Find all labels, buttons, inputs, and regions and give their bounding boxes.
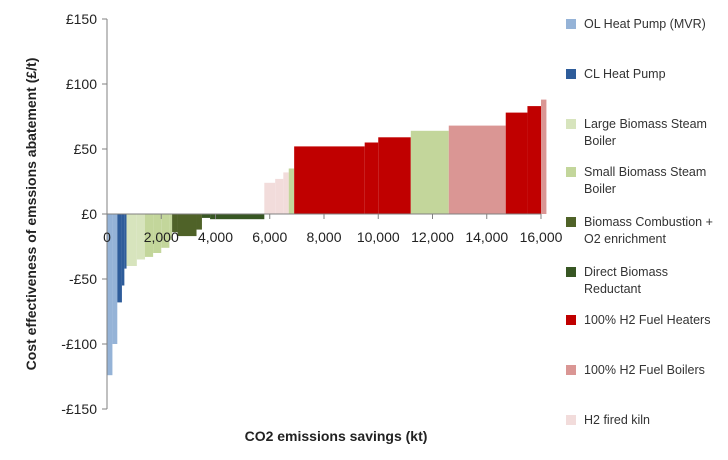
y-tick-label: £0 [81,206,97,222]
chart-bar [153,214,162,253]
y-tick-label: -£100 [61,336,97,352]
chart-bar [161,214,170,248]
legend-swatch [566,267,576,277]
y-tick-label: £100 [66,76,97,92]
x-tick-label: 2,000 [144,229,179,245]
chart-bar [448,125,506,214]
chart-bar [294,146,365,214]
chart-bar [378,137,411,214]
x-tick-label: 6,000 [252,229,287,245]
legend-swatch [566,315,576,325]
legend-label: Small Biomass Steam Boiler [584,165,707,196]
legend-label: Direct Biomass Reductant [584,265,669,296]
chart-bar [172,214,178,233]
x-tick-label: 8,000 [306,229,341,245]
chart-bar [210,214,265,220]
legend-label: 100% H2 Fuel Boilers [584,363,705,377]
legend-label: H2 fired kiln [584,413,650,427]
chart-bar [107,214,113,376]
chart-bar [364,142,379,214]
chart-bar [177,214,197,237]
legend-swatch [566,119,576,129]
chart-bar [505,112,528,214]
chart-bar [527,106,541,214]
y-axis-title: Cost effectiveness of emssions abatement… [23,58,39,371]
chart-bar [112,214,118,344]
y-tick-label: -£150 [61,401,97,417]
legend-label: Biomass Combustion + O2 enrichment [584,215,713,246]
chart-bar [264,182,276,214]
chart-bar [275,178,284,214]
y-tick-label: £150 [66,11,97,27]
legend-label: Large Biomass Steam Boiler [584,117,707,148]
chart-bar [169,214,173,240]
x-tick-label: 12,000 [411,229,454,245]
chart-bar [121,214,125,286]
legend-label: 100% H2 Fuel Heaters [584,313,711,327]
chart-bar [126,214,137,266]
chart-bar [124,214,127,269]
x-tick-label: 0 [103,229,111,245]
chart-bar [410,130,449,214]
legend-label: CL Heat Pump [584,67,666,81]
chart-bar [117,214,122,303]
x-tick-label: 4,000 [198,229,233,245]
x-tick-label: 10,000 [357,229,400,245]
x-tick-label: 14,000 [465,229,508,245]
chart-bar [136,214,145,260]
chart-bar [541,99,547,214]
x-tick-label: 16,000 [520,229,563,245]
legend-label: OL Heat Pump (MVR) [584,17,706,31]
chart-bar [288,168,295,214]
legend-swatch [566,19,576,29]
legend-swatch [566,365,576,375]
legend-swatch [566,167,576,177]
chart-bar [283,172,289,214]
chart-bar [196,214,202,230]
y-tick-label: £50 [74,141,98,157]
legend-swatch [566,69,576,79]
y-tick-label: -£50 [69,271,97,287]
chart-legend: OL Heat Pump (MVR) CL Heat Pump Large Bi… [566,0,728,460]
legend-swatch [566,415,576,425]
x-axis-title: CO2 emissions savings (kt) [245,428,428,444]
legend-swatch [566,217,576,227]
chart-bar [144,214,154,257]
chart-bar [201,214,211,218]
